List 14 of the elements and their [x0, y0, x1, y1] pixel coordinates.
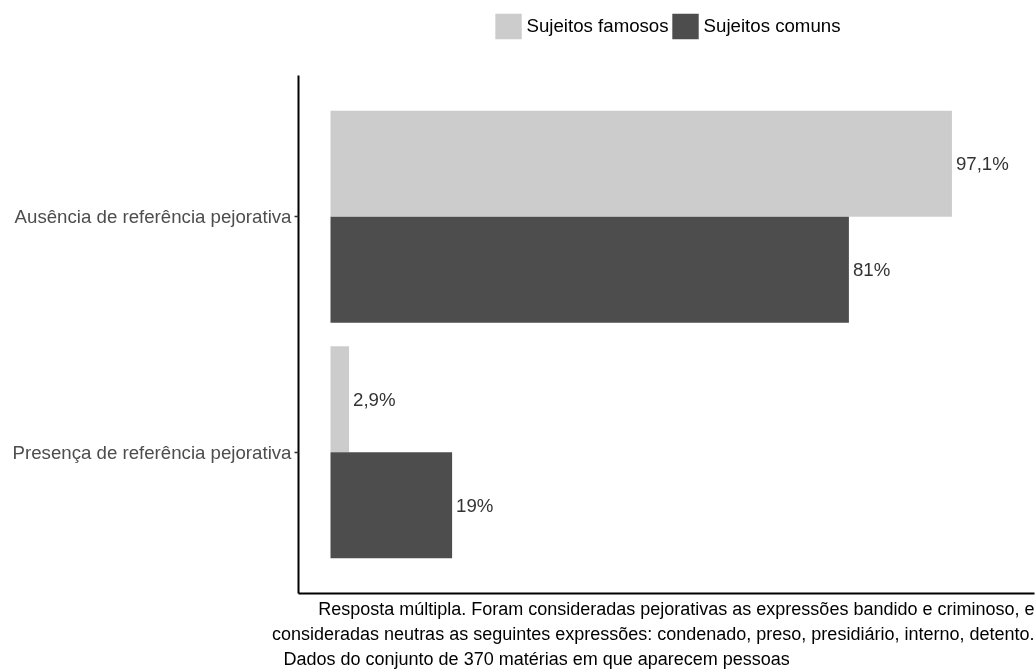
data-label: 81% — [852, 259, 891, 281]
legend-label: Sujeitos famosos — [526, 14, 669, 38]
y-tick-label: Presença de referência pejorativa — [12, 441, 293, 463]
bar — [330, 110, 952, 217]
bar — [330, 346, 350, 453]
data-label: 2,9% — [353, 388, 396, 410]
data-label: 97,1% — [955, 153, 1009, 175]
legend-label: Sujeitos comuns — [703, 14, 841, 38]
text: Dados do conjunto de 370 matérias em que aparecem pessoas — [283, 648, 790, 669]
y-tick-label: Ausência de referência pejorativa — [14, 206, 293, 228]
bar — [330, 452, 453, 559]
data-label: 19% — [456, 494, 494, 516]
text: Resposta múltipla. Foram consideradas pejorativas as expressões bandido e criminoso, e consideradas neutras as seguintes expressões: condenado, preso, presidiário, interno, detento. — [272, 598, 1035, 644]
bar — [330, 216, 849, 323]
